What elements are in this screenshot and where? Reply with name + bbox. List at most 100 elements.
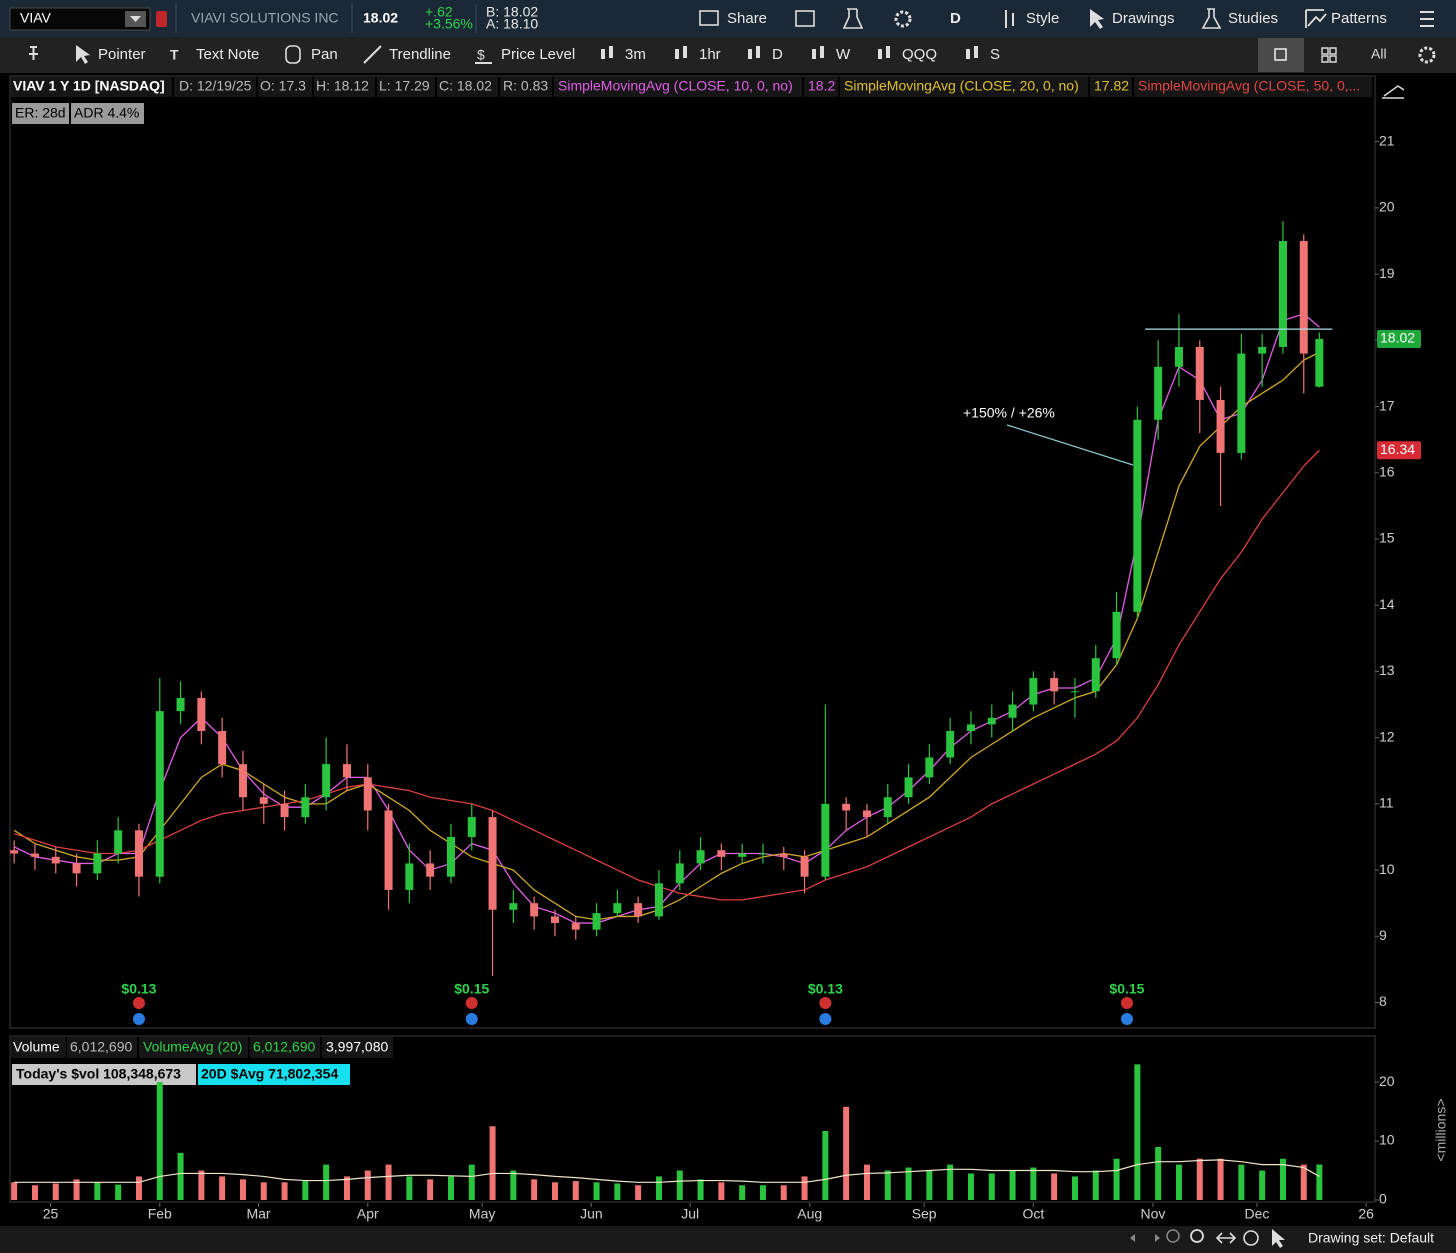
chart-settings-icon[interactable]: [1418, 46, 1436, 64]
header-cell: [500, 77, 552, 97]
single-layout-button[interactable]: [1258, 38, 1304, 72]
all-button[interactable]: All: [1371, 46, 1387, 62]
candle-body: [571, 923, 580, 930]
volume-bar: [1279, 1158, 1286, 1200]
volume-bar: [52, 1183, 59, 1200]
candle-body: [1216, 399, 1225, 453]
adr-badge: [71, 103, 144, 124]
studies-icon: [1201, 8, 1222, 29]
volume-bar: [177, 1152, 184, 1200]
candle-body: [72, 863, 81, 874]
x-tick-label: Nov: [1141, 1206, 1166, 1222]
volume-bar: [780, 1185, 787, 1200]
candle-body: [550, 916, 559, 924]
volume-bar: [385, 1164, 392, 1200]
volume-bar: [510, 1170, 517, 1200]
drawings-icon: [1090, 9, 1104, 29]
timeframe-w[interactable]: W: [836, 46, 851, 63]
pin-icon[interactable]: [29, 46, 38, 60]
candle-body: [405, 863, 414, 890]
timeframe-1hr[interactable]: 1hr: [699, 46, 721, 63]
cursor-icon[interactable]: [1272, 1229, 1285, 1248]
sma10-label: SimpleMovingAvg (CLOSE, 10, 0, no): [558, 78, 793, 94]
x-tick-label: Feb: [148, 1206, 172, 1222]
header-cell: [67, 1037, 137, 1058]
candle-body: [1154, 366, 1163, 420]
volume-bar: [614, 1183, 621, 1200]
earnings-icon: [132, 997, 145, 1009]
y-tick-label: 14: [1379, 596, 1395, 612]
zoom-in-icon[interactable]: [1190, 1229, 1204, 1243]
menu-icon[interactable]: [1420, 11, 1434, 27]
pan-icon: [285, 45, 301, 64]
candle-body: [1008, 704, 1017, 718]
drawings-button[interactable]: Drawings: [1112, 10, 1175, 27]
symbol-box[interactable]: [9, 7, 151, 31]
volume-avg-value: 3,997,080: [326, 1039, 388, 1055]
candle-body: [280, 803, 289, 818]
price-level-tool[interactable]: Price Level: [501, 46, 575, 63]
candle-body: [1174, 346, 1183, 367]
y-tick-label: 16: [1379, 463, 1395, 479]
y-tick-label: 17: [1379, 397, 1395, 413]
timeframe-d[interactable]: D: [772, 46, 783, 63]
candle-body: [779, 853, 788, 857]
candle-body: [384, 810, 393, 890]
flask-icon[interactable]: [842, 8, 864, 29]
style-icon: [1005, 10, 1014, 28]
volume-bar: [11, 1182, 18, 1200]
candle-body: [342, 764, 351, 778]
alert-flag[interactable]: [156, 11, 167, 27]
pointer-tool[interactable]: Pointer: [98, 46, 146, 63]
pan-tool[interactable]: Pan: [311, 46, 338, 63]
price-tag-label: 16.34: [1380, 441, 1415, 457]
grid-layout-icon[interactable]: [1321, 47, 1337, 63]
x-tick-label: Dec: [1245, 1206, 1270, 1222]
trendline-tool[interactable]: Trendline: [389, 46, 451, 63]
zoom-out-icon[interactable]: [1166, 1229, 1180, 1243]
candle-body: [821, 803, 830, 877]
volume-bar: [447, 1176, 454, 1200]
screen-icon[interactable]: [795, 10, 815, 27]
volume-bar: [1092, 1170, 1099, 1200]
candle-body: [176, 697, 185, 712]
patterns-button[interactable]: Patterns: [1331, 10, 1387, 27]
sma50-label: SimpleMovingAvg (CLOSE, 50, 0,...: [1138, 78, 1360, 94]
price-tag: [1377, 330, 1421, 349]
volume-bar: [801, 1176, 808, 1200]
share-button[interactable]: Share: [727, 10, 767, 27]
pan-arrows-icon[interactable]: [1215, 1232, 1237, 1244]
symbol-qqq[interactable]: QQQ: [902, 46, 937, 63]
candle-body: [946, 731, 955, 758]
autoscale-icon[interactable]: [1382, 85, 1405, 99]
candle-body: [966, 724, 975, 732]
y-tick-label: 12: [1379, 728, 1395, 744]
x-tick-label: Apr: [357, 1206, 379, 1222]
text-note-tool[interactable]: Text Note: [196, 46, 259, 63]
timeframe-3m[interactable]: 3m: [625, 46, 646, 63]
header-date: D: 12/19/25: [179, 78, 252, 94]
price-header: VIAV 1 Y 1D [NASDAQ] D: 12/19/25 O: 17.3…: [11, 77, 1372, 124]
er-badge: [12, 103, 69, 124]
dollar-vol-badge: [12, 1064, 196, 1085]
aggregation-button[interactable]: D: [950, 10, 961, 27]
candle-body: [883, 797, 892, 818]
volume-value: 6,012,690: [70, 1039, 132, 1055]
volume-bar: [843, 1106, 850, 1200]
style-button[interactable]: Style: [1026, 10, 1059, 27]
pointer-icon: [76, 45, 90, 64]
volume-bar: [739, 1185, 746, 1200]
symbol-s[interactable]: S: [990, 46, 1000, 63]
drawing-set[interactable]: Drawing set: Default: [1308, 1230, 1434, 1246]
price-tag: [1377, 441, 1421, 460]
candle-body: [758, 853, 767, 855]
volume-bar: [822, 1131, 829, 1200]
studies-button[interactable]: Studies: [1228, 10, 1278, 27]
volume-label: Volume: [13, 1039, 60, 1055]
candle-body: [426, 863, 435, 877]
candle-body: [800, 856, 809, 877]
volume-y-tick-label: 10: [1379, 1132, 1395, 1148]
settings-icon[interactable]: [894, 10, 912, 28]
volume-avg-current: 6,012,690: [253, 1039, 315, 1055]
crosshair-icon[interactable]: [1243, 1230, 1259, 1246]
